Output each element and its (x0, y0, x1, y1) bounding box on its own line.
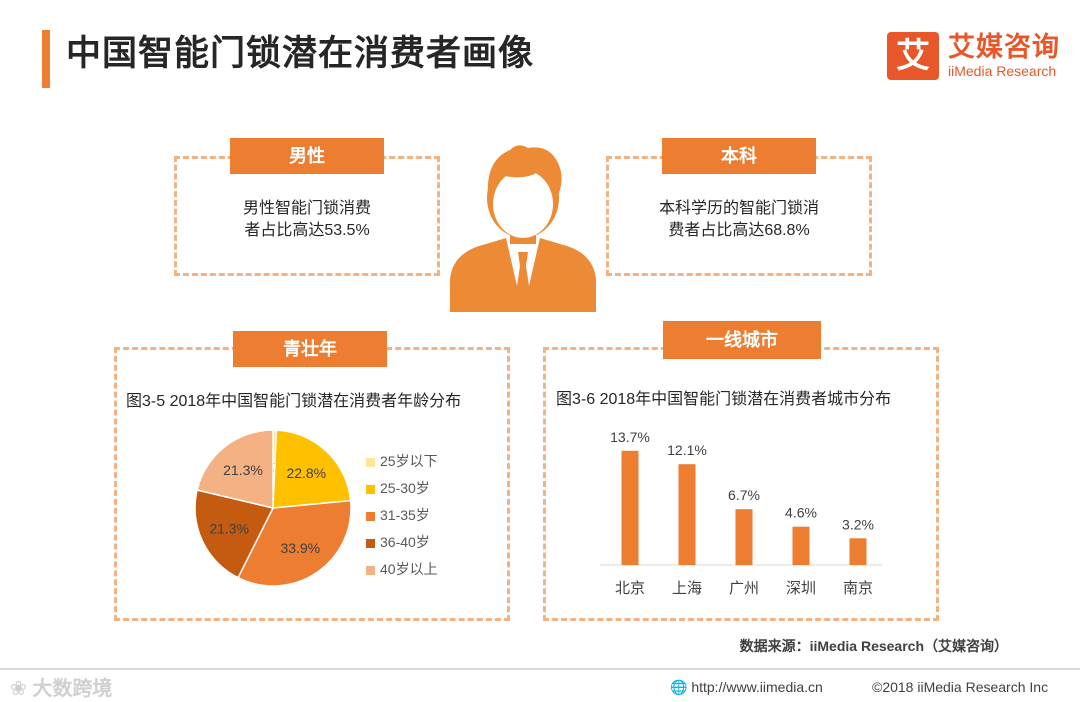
bachelor-text-line1: 本科学历的智能门锁消 (658, 200, 819, 217)
legend-item: 40岁以上 (366, 560, 438, 578)
pie-slice (194, 489, 275, 579)
age-pie-chart: 0.7%22.8%33.9%21.3%21.3% (194, 429, 352, 587)
brand-name-en: iiMedia Research (948, 63, 1057, 79)
bar (678, 464, 696, 565)
city-bar-chart: 13.7% 北京 12.1% 上海 6.7% 广州 4.6% 深圳 3.2% 南京 (600, 429, 882, 597)
legend-swatch (366, 511, 375, 521)
legend-label: 25岁以下 (380, 453, 438, 469)
age-chart-title: 图3-5 2018年中国智能门锁潜在消费者年龄分布 (126, 393, 462, 410)
bar (735, 509, 753, 565)
data-source: 数据来源：iiMedia Research（艾媒咨询） (739, 638, 1008, 654)
male-text-line2: 者占比高达53.5% (244, 222, 370, 239)
legend-label: 36-40岁 (380, 534, 430, 550)
age-tag: 青壮年 (233, 331, 387, 367)
bar-data-label: 12.1% (667, 442, 707, 458)
bar-data-label: 4.6% (785, 505, 817, 521)
brand-name-cn: 艾媒咨询 (948, 32, 1060, 62)
bar-category-label: 北京 (615, 580, 645, 597)
bachelor-text: 本科学历的智能门锁消 费者占比高达68.8% (610, 198, 868, 242)
bar-data-label: 3.2% (842, 516, 874, 532)
bar-category-label: 深圳 (786, 580, 816, 597)
watermark-logo-icon: ❀ (10, 678, 33, 700)
bar-data-label: 6.7% (728, 487, 760, 503)
legend-swatch (366, 457, 375, 467)
bar-data-label: 13.7% (610, 429, 650, 445)
page-title: 中国智能门锁潜在消费者画像 (66, 34, 535, 73)
legend-swatch (366, 565, 375, 575)
pie-slice (272, 429, 352, 509)
legend-item: 25岁以下 (366, 452, 438, 470)
legend-item: 31-35岁 (366, 506, 438, 524)
legend-swatch (366, 538, 375, 548)
bar (849, 538, 867, 565)
pie-slice (196, 429, 274, 509)
footer-url-text[interactable]: http://www.iimedia.cn (691, 679, 823, 695)
bar-category-label: 广州 (729, 580, 759, 597)
title-accent-bar (42, 30, 50, 88)
bachelor-text-line2: 费者占比高达68.8% (668, 222, 810, 239)
globe-icon: 🌐 (670, 679, 688, 695)
bar (792, 526, 810, 565)
male-tag: 男性 (230, 138, 384, 174)
legend-item: 36-40岁 (366, 533, 438, 551)
legend-item: 25-30岁 (366, 479, 438, 497)
person-icon (450, 145, 596, 312)
legend-label: 31-35岁 (380, 507, 430, 523)
footer-copyright: ©2018 iiMedia Research Inc (872, 679, 1049, 695)
footer-url[interactable]: 🌐 http://www.iimedia.cn (670, 679, 823, 696)
brand-logo-icon: 艾 (887, 32, 939, 80)
watermark: ❀ 大数跨境 (10, 672, 112, 701)
pie-data-label: 33.9% (280, 540, 320, 556)
pie-data-label: 21.3% (209, 521, 249, 537)
legend-swatch (366, 484, 375, 494)
bar-category-label: 南京 (843, 580, 873, 597)
pie-data-label: 21.3% (223, 462, 263, 478)
city-tag: 一线城市 (663, 321, 821, 359)
watermark-text: 大数跨境 (32, 678, 113, 700)
footer-divider (0, 668, 1080, 670)
legend-label: 40岁以上 (380, 561, 438, 577)
legend-label: 25-30岁 (380, 480, 430, 496)
bar (621, 450, 639, 565)
male-text-line1: 男性智能门锁消费 (242, 200, 371, 217)
bar-category-label: 上海 (672, 580, 702, 597)
city-chart-title: 图3-6 2018年中国智能门锁潜在消费者城市分布 (556, 391, 892, 408)
pie-data-label: 22.8% (286, 465, 326, 481)
male-text: 男性智能门锁消费 者占比高达53.5% (178, 198, 436, 242)
age-legend: 25岁以下 25-30岁 31-35岁 36-40岁 40岁以上 (366, 452, 438, 578)
bachelor-tag: 本科 (662, 138, 816, 174)
